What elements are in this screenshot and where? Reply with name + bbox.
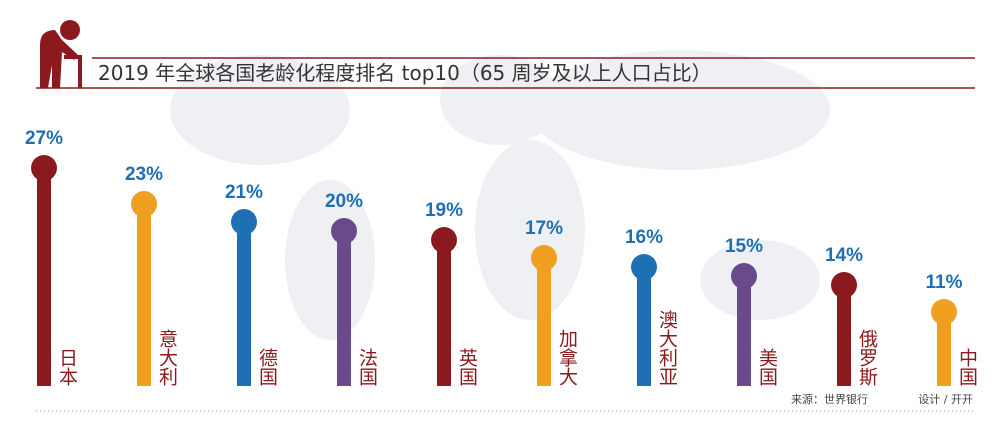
stem	[37, 168, 51, 386]
elderly-icon	[40, 20, 82, 88]
stem	[137, 204, 151, 386]
stem	[737, 276, 751, 386]
value-label: 20%	[325, 191, 363, 212]
value-label: 17%	[525, 218, 563, 239]
dot	[331, 218, 357, 244]
category-label: 日本	[56, 348, 78, 386]
dot	[631, 254, 657, 280]
stem	[537, 258, 551, 386]
value-label: 21%	[225, 182, 263, 203]
category-label: 英国	[456, 348, 478, 386]
dot	[31, 155, 57, 181]
dot	[931, 299, 957, 325]
category-label: 德国	[256, 348, 278, 386]
dot	[431, 227, 457, 253]
stem	[437, 240, 451, 386]
stem	[837, 285, 851, 386]
credit: 设计 / 开开	[918, 393, 973, 406]
value-label: 19%	[425, 200, 463, 221]
dot	[531, 245, 557, 271]
category-label: 俄罗斯	[856, 329, 878, 387]
category-label: 澳大利亚	[656, 310, 678, 386]
stem	[637, 267, 651, 386]
stem	[237, 222, 251, 386]
category-label: 意大利	[156, 329, 178, 386]
world-map	[170, 50, 830, 340]
value-label: 27%	[25, 128, 63, 149]
value-label: 16%	[625, 227, 663, 248]
category-label: 加拿大	[556, 329, 578, 386]
dot	[831, 272, 857, 298]
value-label: 11%	[926, 272, 963, 293]
value-label: 23%	[125, 164, 163, 185]
dot	[131, 191, 157, 217]
source: 来源：世界银行	[791, 392, 868, 406]
chart-title: 2019 年全球各国老龄化程度排名 top10（65 周岁及以上人口占比）	[98, 61, 712, 85]
category-label: 中国	[956, 348, 978, 386]
stem	[337, 231, 351, 386]
stem	[937, 312, 951, 386]
category-label: 法国	[356, 348, 378, 386]
value-label: 14%	[825, 245, 863, 266]
dot	[731, 263, 757, 289]
value-label: 15%	[725, 236, 763, 257]
dot	[231, 209, 257, 235]
category-label: 美国	[756, 348, 778, 386]
